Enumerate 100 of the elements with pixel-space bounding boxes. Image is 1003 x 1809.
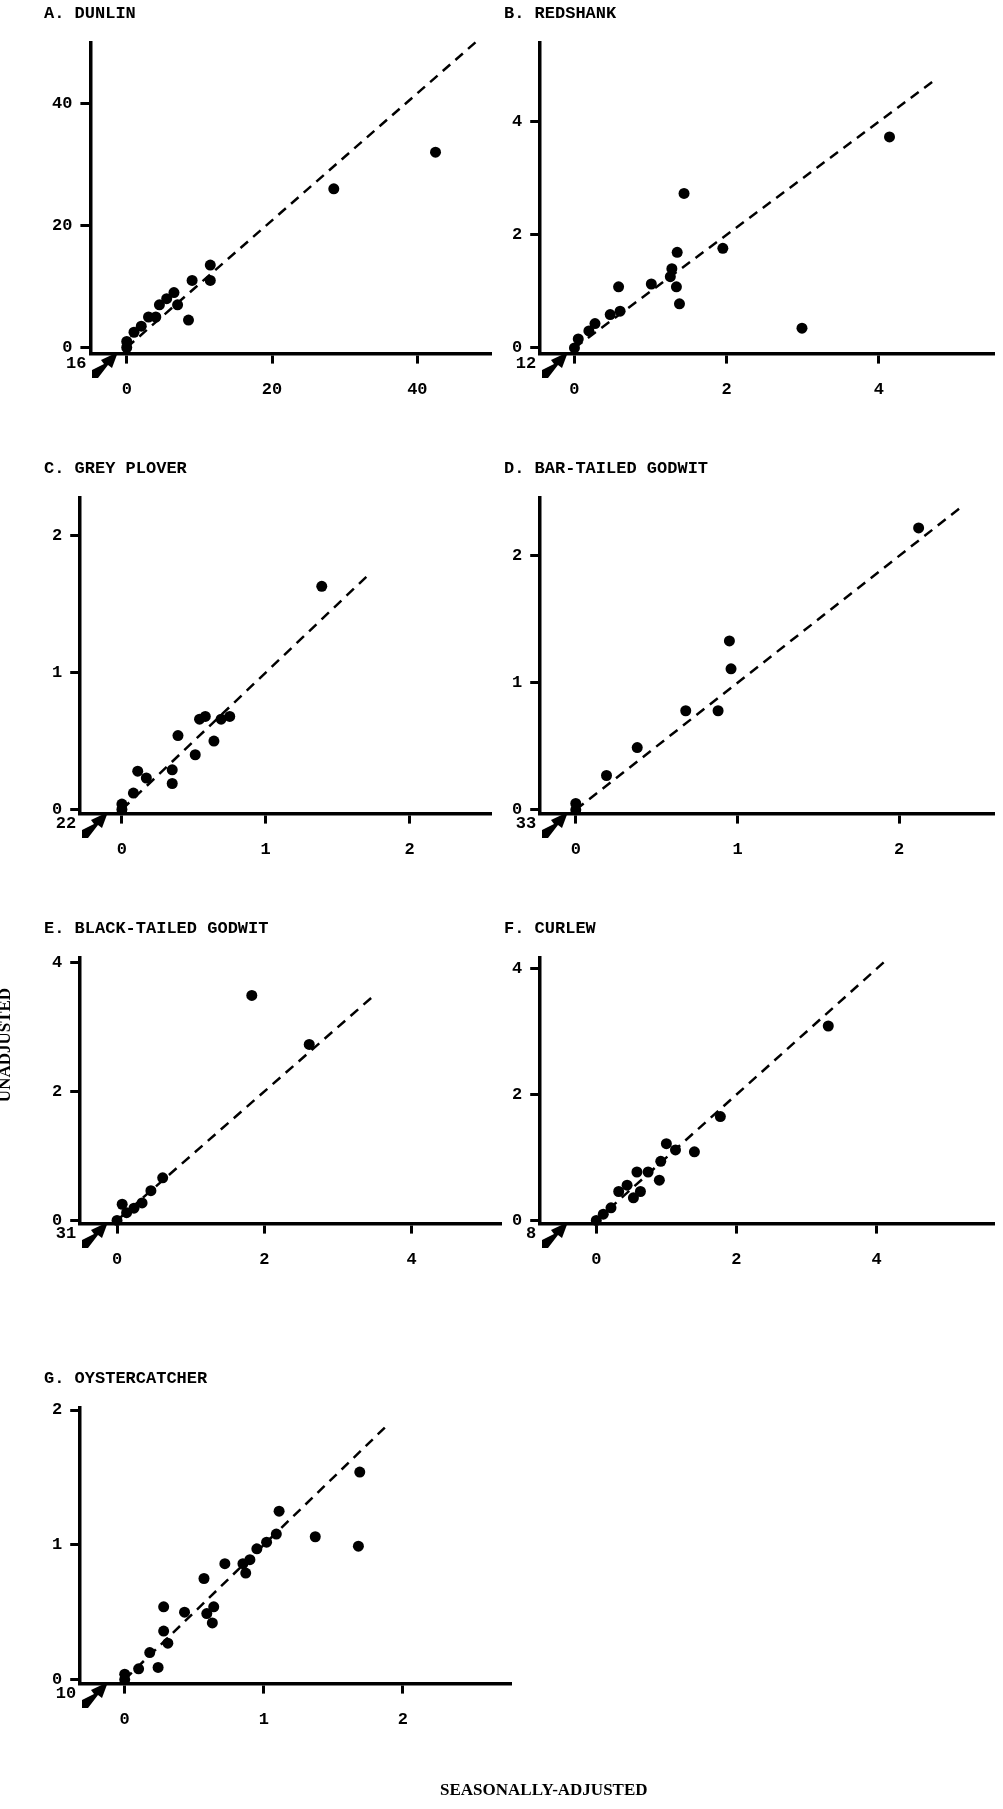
point xyxy=(135,320,147,332)
point xyxy=(913,522,925,534)
point xyxy=(671,246,683,258)
point xyxy=(168,287,180,299)
point xyxy=(725,663,737,675)
point xyxy=(316,580,328,592)
point xyxy=(614,305,626,317)
point xyxy=(166,777,178,789)
x-tick-label: 20 xyxy=(261,380,283,400)
point xyxy=(261,1536,273,1548)
point xyxy=(128,1202,140,1214)
point xyxy=(673,298,685,310)
x-tick-label: 40 xyxy=(407,380,428,400)
point xyxy=(208,735,220,747)
y-tick-label: 4 xyxy=(512,959,523,979)
y-tick-label: 2 xyxy=(512,225,523,245)
point xyxy=(669,1144,681,1156)
point xyxy=(251,1543,263,1555)
point xyxy=(133,1663,145,1675)
y-tick-label: 20 xyxy=(52,215,73,235)
text: 10 xyxy=(55,1683,77,1703)
x-tick-label: 4 xyxy=(406,1250,417,1270)
chart-title: A. DUNLIN xyxy=(44,4,136,24)
text: 8 xyxy=(526,1223,537,1243)
point xyxy=(189,749,201,761)
point xyxy=(642,1166,654,1178)
y-tick-label: 2 xyxy=(52,526,63,546)
point xyxy=(796,322,808,334)
point xyxy=(152,1661,164,1673)
x-tick-label: 1 xyxy=(260,840,271,860)
point xyxy=(186,274,198,286)
point xyxy=(303,1038,315,1050)
chart-title: D. BAR-TAILED GODWIT xyxy=(504,459,709,479)
point xyxy=(613,281,625,293)
point xyxy=(201,1608,213,1620)
point xyxy=(246,989,258,1001)
point xyxy=(601,770,612,781)
point xyxy=(717,242,729,254)
point xyxy=(158,1601,170,1613)
chart-title: F. CURLEW xyxy=(504,919,597,939)
x-tick-label: 4 xyxy=(871,1250,882,1270)
y-tick-label: 1 xyxy=(52,662,63,682)
point xyxy=(153,299,165,311)
point xyxy=(270,1528,282,1540)
point xyxy=(714,1111,726,1123)
point xyxy=(179,1606,191,1618)
x-tick-label: 2 xyxy=(404,840,415,860)
point xyxy=(273,1505,285,1517)
point xyxy=(116,1198,128,1210)
y-tick-label: 2 xyxy=(512,1084,523,1104)
point xyxy=(161,293,173,305)
point xyxy=(352,1540,364,1552)
point xyxy=(182,314,194,326)
point xyxy=(723,635,735,647)
point xyxy=(172,730,184,742)
y-tick-label: 2 xyxy=(52,1081,63,1101)
point xyxy=(206,1617,218,1629)
y-tick-label: 4 xyxy=(52,952,63,972)
point xyxy=(597,1208,609,1220)
point xyxy=(309,1531,321,1543)
chart-title: E. BLACK-TAILED GODWIT xyxy=(44,919,269,939)
point xyxy=(157,1172,169,1184)
point xyxy=(680,705,692,717)
point xyxy=(140,772,152,784)
point xyxy=(589,318,601,330)
x-tick-label: 2 xyxy=(721,380,732,400)
point xyxy=(158,1625,170,1637)
point xyxy=(224,710,236,722)
point xyxy=(627,1192,639,1204)
point xyxy=(822,1020,834,1032)
point xyxy=(688,1146,700,1158)
x-tick-label: 2 xyxy=(397,1710,408,1730)
point xyxy=(613,1186,625,1198)
chart-title: G. OYSTERCATCHER xyxy=(44,1369,209,1389)
point xyxy=(328,183,340,195)
point xyxy=(634,1186,646,1198)
x-tick-label: 0 xyxy=(116,840,127,860)
x-tick-label: 0 xyxy=(591,1250,602,1270)
x-tick-label: 2 xyxy=(894,840,905,860)
point xyxy=(162,1637,174,1649)
point xyxy=(199,710,211,722)
point xyxy=(219,1558,231,1570)
point xyxy=(244,1554,256,1566)
point xyxy=(208,1601,220,1613)
x-tick-label: 0 xyxy=(111,1250,123,1270)
x-tick-label: 1 xyxy=(258,1710,269,1730)
point xyxy=(590,1214,602,1226)
point xyxy=(132,765,144,777)
point xyxy=(204,259,216,271)
y-tick-label: 2 xyxy=(512,546,523,566)
chart-title: C. GREY PLOVER xyxy=(44,459,188,479)
x-tick-label: 0 xyxy=(570,840,581,860)
x-axis-title: SEASONALLY-ADJUSTED xyxy=(440,1780,648,1800)
chart-title: B. REDSHANK xyxy=(504,4,618,24)
point xyxy=(172,299,184,311)
y-tick-label: 2 xyxy=(52,1400,63,1420)
point xyxy=(604,309,616,321)
point xyxy=(354,1466,366,1478)
point xyxy=(136,1197,148,1209)
point xyxy=(204,274,216,286)
